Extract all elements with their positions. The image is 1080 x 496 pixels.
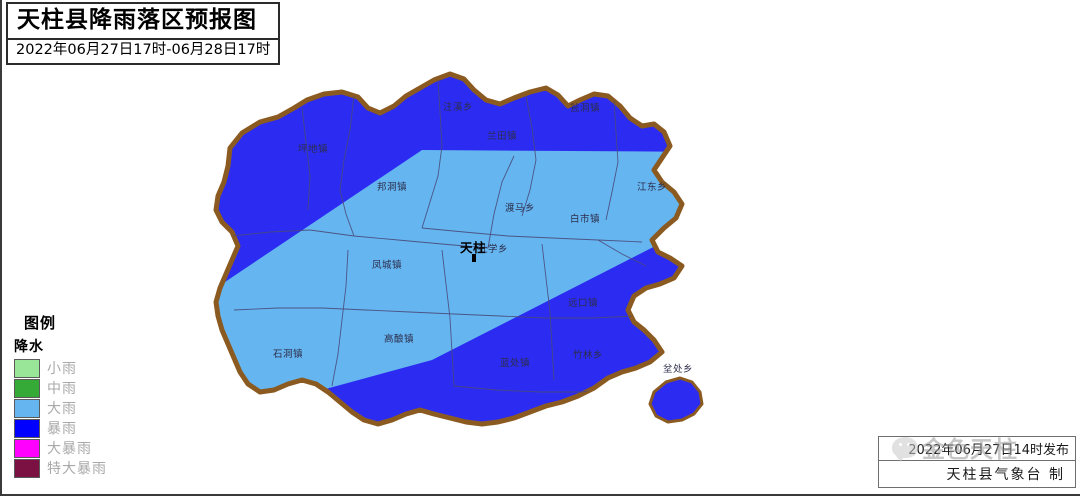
county-capital-label: 天柱 xyxy=(460,240,486,255)
legend-heading: 图例 xyxy=(24,314,57,332)
title-divider xyxy=(8,38,279,41)
footer-block: 2022年06月27日14时发布 天柱县气象台 制 xyxy=(878,436,1076,488)
township-boundaries xyxy=(231,79,647,393)
town-label: 石洞镇 xyxy=(273,348,303,360)
town-label: 高酿镇 xyxy=(384,333,414,345)
legend-panel: 图例 降水 小雨 中雨 大雨 暴雨 大暴雨 特大暴雨 xyxy=(14,312,129,478)
exclave-region xyxy=(648,376,704,424)
legend-label-light-rain: 小雨 xyxy=(47,361,77,377)
town-label: 白市镇 xyxy=(570,213,600,225)
page-title: 天柱县降雨落区预报图 xyxy=(17,7,257,33)
region-fill-heavy-rain xyxy=(216,150,682,420)
legend-item-heavy-rainstorm: 大暴雨 xyxy=(14,438,129,458)
town-label: 邦洞镇 xyxy=(377,181,407,193)
legend-label-rainstorm: 暴雨 xyxy=(47,421,77,437)
legend-item-extreme-rainstorm: 特大暴雨 xyxy=(14,458,129,478)
legend-item-light-rain: 小雨 xyxy=(14,358,129,378)
town-label: 坌处乡 xyxy=(663,363,693,375)
town-label: 注溪乡 xyxy=(443,101,473,113)
town-label: 渡马乡 xyxy=(505,202,535,214)
legend-swatch-heavy-rain xyxy=(14,398,40,418)
legend-label-heavy-rainstorm: 大暴雨 xyxy=(47,441,92,457)
producer-text: 天柱县气象台 制 xyxy=(946,467,1065,483)
town-label: 竹林乡 xyxy=(573,349,603,361)
map-labels: 坪地镇 邦洞镇 注溪乡 兰田镇 瓮洞镇 渡马乡 白市镇 江东乡 社学乡 凤城镇 … xyxy=(273,101,693,375)
legend-swatch-light-rain xyxy=(14,358,40,378)
legend-swatch-extreme-rainstorm xyxy=(14,458,40,478)
legend-swatch-rainstorm xyxy=(14,418,40,438)
legend-label-moderate-rain: 中雨 xyxy=(47,381,77,397)
legend-subheading: 降水 xyxy=(14,339,44,355)
town-label: 蓝处镇 xyxy=(500,357,530,369)
legend-label-extreme-rainstorm: 特大暴雨 xyxy=(47,461,107,477)
town-label: 江东乡 xyxy=(637,181,667,193)
legend-swatch-heavy-rainstorm xyxy=(14,438,40,458)
issue-time-text: 2022年06月27日14时发布 xyxy=(879,437,1075,461)
town-label: 坪地镇 xyxy=(298,143,328,155)
town-label: 兰田镇 xyxy=(487,130,517,142)
map-fill-layer xyxy=(216,74,682,424)
legend-label-heavy-rain: 大雨 xyxy=(47,401,77,417)
legend-item-moderate-rain: 中雨 xyxy=(14,378,129,398)
town-label: 远口镇 xyxy=(568,297,598,309)
forecast-period: 2022年06月27日17时-06月28日17时 xyxy=(16,42,271,59)
legend-swatch-moderate-rain xyxy=(14,378,40,398)
town-label: 凤城镇 xyxy=(372,259,402,271)
town-label: 社学乡 xyxy=(478,243,508,255)
title-block: 天柱县降雨落区预报图 2022年06月27日17时-06月28日17时 xyxy=(6,2,281,65)
legend-item-heavy-rain: 大雨 xyxy=(14,398,129,418)
legend-item-rainstorm: 暴雨 xyxy=(14,418,129,438)
town-label: 瓮洞镇 xyxy=(570,102,600,114)
capital-marker-icon xyxy=(472,254,476,262)
